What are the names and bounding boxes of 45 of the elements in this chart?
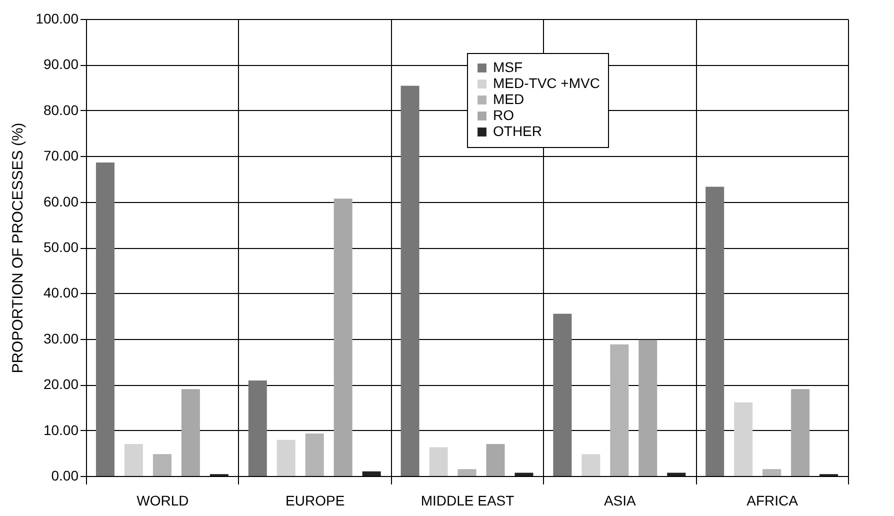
- y-tick-label: 90.00: [43, 56, 79, 72]
- y-tick-label: 70.00: [43, 148, 79, 164]
- bar: [96, 162, 114, 476]
- x-tick-label: EUROPE: [286, 492, 345, 508]
- bar: [248, 380, 267, 476]
- bar: [486, 444, 505, 476]
- x-tick-label: WORLD: [136, 492, 189, 508]
- bar: [400, 86, 420, 476]
- legend-label: MED-TVC +MVC: [493, 75, 600, 91]
- legend-label: OTHER: [493, 123, 542, 139]
- legend-label: MED: [493, 91, 524, 107]
- x-tick-label: MIDDLE EAST: [420, 492, 515, 508]
- y-tick-label: 30.00: [43, 330, 79, 346]
- bar: [305, 434, 324, 476]
- bar: [514, 472, 534, 476]
- x-tick-label: AFRICA: [746, 492, 799, 508]
- legend-label: MSF: [493, 59, 523, 75]
- y-tick-label: 50.00: [43, 239, 79, 255]
- y-tick-label: 20.00: [43, 376, 79, 392]
- y-tick-label: 100.00: [36, 10, 79, 26]
- y-axis-title: PROPORTION OF PROCESSES (%): [10, 122, 27, 374]
- bar: [152, 454, 172, 476]
- bar: [762, 469, 782, 476]
- bar: [610, 344, 629, 476]
- bar: [276, 440, 296, 476]
- bar: [334, 198, 352, 476]
- bar: [553, 314, 572, 476]
- bar: [429, 447, 448, 476]
- bar: [706, 186, 724, 476]
- y-tick-label: 0.00: [51, 468, 79, 484]
- bar: [791, 389, 810, 476]
- x-tick-label: ASIA: [604, 492, 637, 508]
- y-tick-label: 10.00: [43, 422, 79, 438]
- y-tick-label: 80.00: [43, 102, 79, 118]
- legend-label: RO: [493, 107, 514, 123]
- bar: [667, 472, 686, 476]
- bar: [124, 444, 143, 476]
- y-tick-label: 60.00: [43, 193, 79, 210]
- bar: [458, 469, 476, 476]
- bar: [638, 340, 658, 476]
- bar: [181, 389, 200, 476]
- bar: [734, 402, 753, 476]
- y-tick-label: 40.00: [43, 284, 79, 301]
- bar: [582, 454, 600, 476]
- bar: [362, 471, 381, 476]
